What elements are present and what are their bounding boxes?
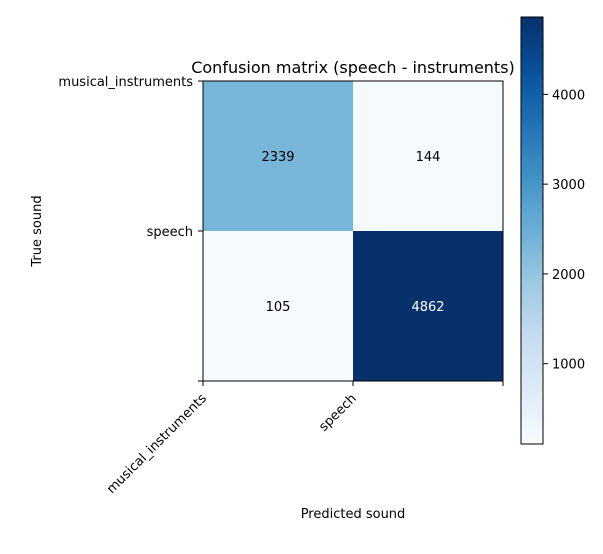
cell-value-label: 2339	[261, 150, 294, 165]
colorbar-tick-label: 3000	[552, 178, 585, 193]
matrix-cell	[203, 231, 353, 381]
chart-title: Confusion matrix (speech - instruments)	[191, 58, 515, 77]
matrix-cell-labels: 2339 144 105 4862	[261, 150, 444, 315]
cell-value-label: 105	[266, 300, 291, 315]
colorbar-tick-label: 4000	[552, 88, 585, 103]
colorbar-tick-label: 1000	[552, 358, 585, 373]
matrix-cell	[203, 81, 353, 231]
x-axis-ticks: musical_instruments speech	[104, 381, 504, 497]
y-tick-label: musical_instruments	[58, 75, 193, 90]
colorbar-tick-label: 2000	[552, 268, 585, 283]
colorbar	[520, 16, 544, 445]
y-tick-label: speech	[147, 225, 193, 240]
colorbar-ticks: 1000 2000 3000 4000	[543, 88, 585, 373]
x-axis-label: Predicted sound	[301, 507, 406, 522]
x-tick-label: musical_instruments	[104, 391, 210, 497]
cell-value-label: 4862	[411, 300, 444, 315]
y-axis-label: True sound	[30, 195, 45, 267]
cell-value-label: 144	[416, 150, 441, 165]
matrix-cell	[353, 231, 503, 381]
matrix-cell	[353, 81, 503, 231]
matrix-cells	[203, 81, 503, 381]
x-tick-label: speech	[316, 391, 359, 434]
